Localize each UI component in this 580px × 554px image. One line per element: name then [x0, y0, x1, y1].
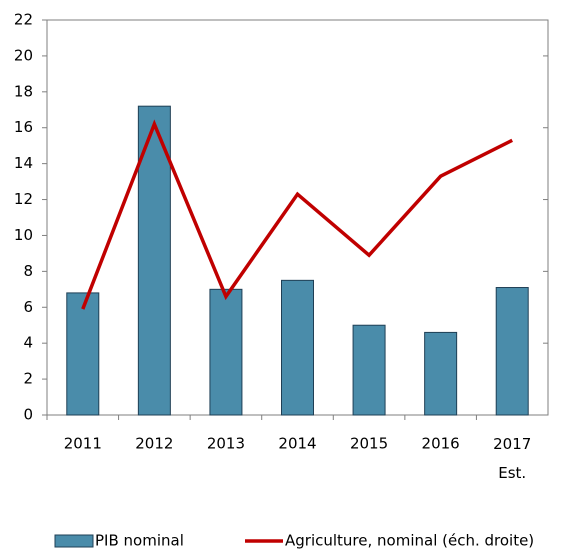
- y-tick-label: 2: [23, 370, 33, 388]
- y-tick-label: 16: [14, 118, 33, 136]
- x-tick-label-line: Est.: [498, 464, 526, 482]
- x-tick-label: 2012: [135, 435, 173, 453]
- x-tick-label: 2014: [278, 435, 316, 453]
- x-tick-label: 2017 Est.: [493, 435, 531, 482]
- bar: [281, 279, 314, 416]
- y-tick-label: 10: [14, 226, 33, 244]
- x-tick-label-line: 2017: [493, 435, 531, 453]
- y-tick-label: 20: [14, 46, 33, 64]
- bar: [352, 324, 386, 416]
- legend-label: Agriculture, nominal (éch. droite): [285, 532, 534, 550]
- bar: [424, 331, 458, 416]
- bar: [495, 287, 529, 416]
- x-tick-label: 2015: [350, 435, 388, 453]
- x-tick-label: 2016: [422, 435, 460, 453]
- y-tick-label: 12: [14, 190, 33, 208]
- y-tick-label: 8: [23, 262, 33, 280]
- x-tick-label: 2011: [64, 435, 102, 453]
- legend-label: PIB nominal: [95, 532, 184, 550]
- bar: [209, 288, 243, 416]
- bar: [66, 292, 100, 416]
- y-tick-label: 6: [23, 298, 33, 316]
- y-tick-label: 18: [14, 82, 33, 100]
- y-tick-label: 14: [14, 154, 33, 172]
- y-tick-label: 0: [23, 406, 33, 424]
- y-tick-label: 22: [14, 11, 33, 29]
- bar: [137, 105, 171, 416]
- y-tick-label: 4: [23, 334, 33, 352]
- x-tick-label: 2013: [207, 435, 245, 453]
- line: [81, 119, 513, 310]
- legend-swatch: [54, 534, 94, 548]
